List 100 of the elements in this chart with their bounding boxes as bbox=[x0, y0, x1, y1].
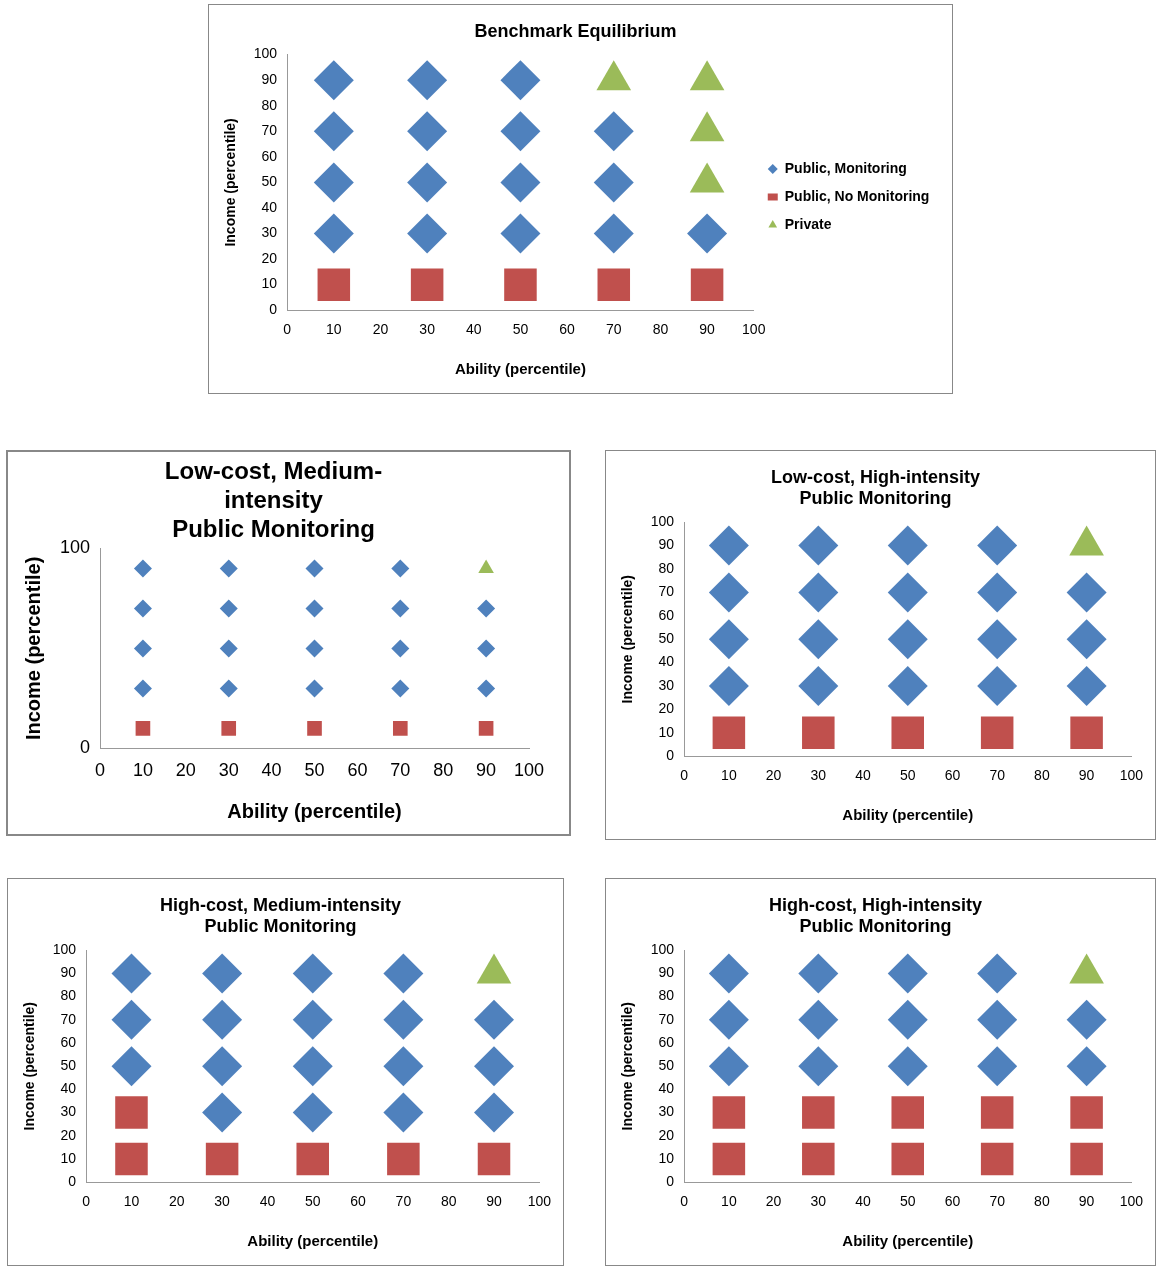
y-tick-label: 100 bbox=[59, 537, 91, 558]
point bbox=[708, 953, 749, 994]
y-tick-label: 100 bbox=[253, 45, 278, 62]
y-tick-label: 80 bbox=[658, 559, 675, 576]
point bbox=[980, 716, 1014, 750]
point bbox=[313, 111, 354, 152]
x-tick-label: 40 bbox=[855, 1193, 872, 1210]
y-tick-label: 40 bbox=[261, 198, 278, 215]
point bbox=[1066, 619, 1107, 660]
y-tick-label: 60 bbox=[658, 606, 675, 623]
point bbox=[292, 1092, 333, 1133]
point bbox=[292, 1046, 333, 1087]
point bbox=[887, 953, 928, 994]
x-tick-label: 90 bbox=[699, 321, 716, 338]
y-tick-label: 0 bbox=[269, 301, 278, 318]
x-tick-label: 0 bbox=[680, 767, 689, 784]
point bbox=[478, 721, 494, 736]
point bbox=[115, 1096, 148, 1129]
point bbox=[887, 666, 928, 706]
point bbox=[205, 1142, 239, 1176]
x-tick-label: 20 bbox=[169, 1193, 185, 1210]
point bbox=[133, 639, 152, 658]
x-tick-label: 80 bbox=[1034, 767, 1050, 784]
point bbox=[133, 679, 152, 698]
y-tick-label: 30 bbox=[261, 224, 278, 241]
point bbox=[202, 1092, 243, 1133]
point bbox=[1070, 1096, 1103, 1129]
point bbox=[305, 599, 324, 618]
point bbox=[391, 599, 410, 618]
point bbox=[474, 999, 515, 1040]
point bbox=[500, 111, 541, 152]
y-tick-label: 10 bbox=[658, 723, 675, 740]
point bbox=[500, 60, 541, 101]
point bbox=[392, 721, 408, 736]
y-tick-label: 70 bbox=[658, 583, 675, 600]
x-tick-label: 100 bbox=[742, 321, 766, 338]
y-tick-label: 50 bbox=[658, 630, 675, 647]
y-tick-label: 20 bbox=[658, 700, 675, 717]
point bbox=[708, 572, 749, 613]
x-tick-label: 90 bbox=[476, 760, 497, 781]
point bbox=[977, 999, 1018, 1040]
chart-title: Low-cost, Medium- intensity Public Monitoring bbox=[164, 457, 383, 542]
point bbox=[313, 213, 354, 254]
y-tick-label: 50 bbox=[261, 173, 278, 190]
y-tick-label: 50 bbox=[60, 1057, 77, 1074]
x-tick-label: 70 bbox=[989, 767, 1006, 784]
point bbox=[1066, 666, 1107, 706]
point bbox=[977, 525, 1018, 566]
point bbox=[891, 1142, 924, 1176]
point bbox=[690, 268, 724, 301]
x-tick-label: 10 bbox=[132, 760, 153, 781]
point bbox=[219, 599, 238, 618]
point bbox=[219, 639, 238, 658]
y-tick-label: 0 bbox=[666, 1173, 675, 1190]
point bbox=[383, 953, 424, 994]
point bbox=[1066, 999, 1107, 1040]
legend-label: Public, Monitoring bbox=[784, 159, 907, 176]
y-tick-label: 100 bbox=[650, 941, 675, 958]
point bbox=[891, 1096, 924, 1129]
point bbox=[407, 162, 448, 203]
point bbox=[1066, 572, 1107, 613]
x-tick-label: 50 bbox=[899, 1193, 916, 1210]
point bbox=[798, 666, 839, 706]
x-tick-label: 10 bbox=[721, 1193, 737, 1210]
x-tick-label: 70 bbox=[395, 1193, 412, 1210]
x-tick-label: 100 bbox=[527, 1193, 552, 1210]
point bbox=[221, 721, 237, 736]
point bbox=[391, 679, 410, 698]
y-tick-label: 80 bbox=[261, 96, 278, 113]
x-tick-label: 60 bbox=[350, 1193, 367, 1210]
x-axis-title: Ability (percentile) bbox=[842, 806, 974, 824]
x-tick-label: 80 bbox=[440, 1193, 457, 1210]
x-tick-label: 30 bbox=[810, 1193, 827, 1210]
y-axis-title: Income (percentile) bbox=[222, 118, 239, 247]
point bbox=[802, 716, 835, 750]
point bbox=[712, 1142, 746, 1176]
x-tick-label: 60 bbox=[944, 767, 961, 784]
chart-title: High-cost, High-intensity Public Monitoring bbox=[769, 894, 982, 937]
y-tick-label: 0 bbox=[68, 1173, 77, 1190]
point bbox=[500, 213, 541, 254]
x-tick-label: 90 bbox=[486, 1193, 502, 1210]
x-tick-label: 40 bbox=[466, 321, 482, 338]
x-tick-label: 50 bbox=[304, 760, 325, 781]
y-tick-label: 40 bbox=[60, 1080, 77, 1097]
y-tick-label: 70 bbox=[60, 1010, 77, 1027]
point bbox=[980, 1096, 1014, 1129]
point bbox=[111, 999, 152, 1040]
x-tick-label: 30 bbox=[810, 767, 827, 784]
y-tick-label: 90 bbox=[60, 964, 77, 981]
x-axis-title: Ability (percentile) bbox=[247, 1232, 379, 1250]
y-tick-label: 40 bbox=[658, 1080, 675, 1097]
point bbox=[802, 1096, 835, 1129]
point bbox=[708, 1046, 749, 1087]
x-tick-label: 80 bbox=[1034, 1193, 1050, 1210]
x-tick-label: 60 bbox=[347, 760, 368, 781]
point bbox=[407, 60, 448, 101]
x-tick-label: 50 bbox=[899, 767, 916, 784]
x-tick-label: 10 bbox=[721, 767, 737, 784]
point bbox=[977, 953, 1018, 994]
y-axis-title: Income (percentile) bbox=[619, 1002, 636, 1131]
